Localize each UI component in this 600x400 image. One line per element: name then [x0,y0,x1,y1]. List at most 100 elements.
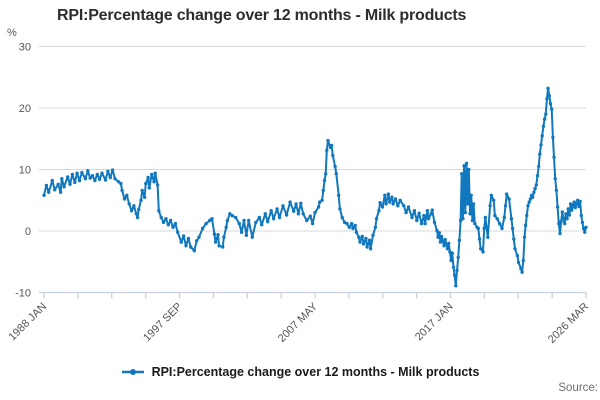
data-point [442,244,446,248]
data-point [516,260,521,265]
data-point [373,225,378,229]
data-point [488,204,492,208]
data-point [559,220,563,224]
data-point [213,240,218,244]
data-point [535,174,540,178]
data-point [334,172,338,176]
data-point [234,215,238,220]
data-point [493,213,497,218]
data-point [313,210,317,215]
data-point [225,218,230,223]
data-point [463,210,467,215]
data-point [537,164,541,169]
data-point [471,202,476,206]
data-point [469,193,473,197]
data-point [477,237,482,241]
data-point [345,221,349,226]
data-point [557,221,561,226]
data-point [482,226,486,231]
data-point [75,171,79,175]
data-point [329,143,334,148]
data-point [275,207,279,211]
data-point [574,202,579,206]
data-point [221,245,225,249]
data-point [134,212,138,216]
data-point [216,233,220,237]
data-point [95,172,100,177]
data-point [73,180,77,185]
legend-label: RPI:Percentage change over 12 months - M… [151,365,480,379]
data-point [200,226,205,231]
data-point [456,255,460,260]
data-point [573,205,577,210]
data-point [155,183,160,187]
y-axis-tick-label: -10 [15,288,31,300]
data-point [545,97,549,101]
data-point [353,223,357,228]
data-point [70,172,75,177]
data-point [383,193,387,197]
data-point [406,205,411,209]
data-point [157,209,161,213]
data-point [168,218,173,223]
data-point [470,218,475,223]
data-point [454,284,458,288]
data-point [250,235,254,239]
data-point [451,265,456,269]
data-point [564,212,568,216]
data-point [555,205,560,209]
data-point [443,237,447,242]
data-point [580,220,585,225]
data-point [257,215,262,220]
data-point [447,241,451,245]
data-point [422,213,426,218]
data-point [325,148,329,153]
legend[interactable]: RPI:Percentage change over 12 months - M… [0,363,600,381]
data-point [288,200,292,204]
data-point [458,218,463,223]
data-point [305,218,309,223]
data-point [417,211,421,215]
data-point [479,247,483,251]
data-point [358,240,362,244]
data-point [120,188,124,193]
data-point [321,188,325,193]
data-point [439,234,444,239]
data-point [103,178,108,182]
data-point [47,190,51,194]
data-point [365,245,369,249]
data-point [53,188,57,192]
data-point [179,240,183,244]
data-point [68,182,72,186]
data-point [539,143,543,147]
data-point [526,204,530,208]
data-point [523,223,528,228]
data-point [502,215,506,220]
data-point [495,217,499,221]
data-point [492,198,496,202]
data-point [515,253,520,258]
data-point [540,134,544,138]
data-point [58,190,63,194]
source-label: Source: [558,382,598,394]
data-point [473,221,477,226]
y-axis-tick-label: 20 [19,103,31,115]
data-point [546,86,550,91]
data-point [125,193,129,197]
data-point [326,138,330,143]
data-point [364,236,368,241]
data-point [378,201,382,205]
data-point [423,221,427,226]
data-point [371,233,375,237]
data-point [393,197,398,201]
data-point [310,221,315,226]
data-point [254,220,258,225]
data-point [468,212,472,216]
data-point [62,185,66,189]
data-point [505,192,509,196]
data-point [181,234,186,238]
data-point [583,230,587,234]
data-point [500,226,504,231]
data-point [390,195,394,199]
